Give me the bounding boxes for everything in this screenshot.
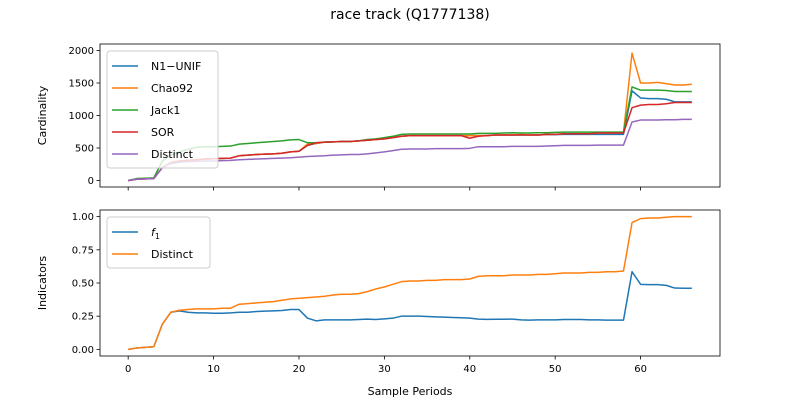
indicators-y-tick-label: 0.50 <box>72 279 94 290</box>
indicators-y-tick-label: 1.00 <box>72 212 94 223</box>
cardinality-series-line-3 <box>128 101 692 182</box>
indicators-x-tick-label: 10 <box>207 364 220 375</box>
indicators-legend <box>106 216 211 269</box>
indicators-series-line-1 <box>128 215 692 351</box>
cardinality-y-axis-label: Cardinality <box>36 85 49 145</box>
cardinality-y-tick-label: 0 <box>88 176 94 187</box>
indicators-y-tick-label: 0.00 <box>72 345 94 356</box>
indicators-legend-label-0: f1 <box>151 226 160 241</box>
cardinality-series-line-2 <box>128 86 692 182</box>
cardinality-y-tick-label: 500 <box>75 144 94 155</box>
indicators-x-axis-label: Sample Periods <box>368 385 453 398</box>
indicators-axes: 0 10 20 30 40 50 60 0.00 0.25 0.50 0.75 1.00 Indicat… <box>36 209 721 398</box>
cardinality-legend-label-0: N1−UNIF <box>151 60 201 73</box>
cardinality-legend-label-2: Jack1 <box>150 104 180 117</box>
cardinality-axes: 0 500 1000 1500 2000 Cardinality N1−UNIF Chao92… <box>36 43 721 191</box>
indicators-x-tick-label: 50 <box>549 364 562 375</box>
indicators-y-axis-label: Indicators <box>36 256 49 311</box>
cardinality-legend-label-1: Chao92 <box>151 82 193 95</box>
indicators-x-tick-label: 30 <box>378 364 391 375</box>
cardinality-y-tick-label: 2000 <box>69 46 94 57</box>
indicators-y-tick-label: 0.75 <box>72 245 94 256</box>
indicators-x-tick-label: 60 <box>634 364 647 375</box>
cardinality-legend-label-3: SOR <box>151 126 175 139</box>
indicators-x-tick-label: 0 <box>125 364 131 375</box>
indicators-legend-label-1: Distinct <box>151 248 194 261</box>
indicators-x-tick-label: 20 <box>293 364 306 375</box>
cardinality-y-tick-label: 1000 <box>69 111 94 122</box>
cardinality-legend <box>106 50 219 169</box>
indicators-series-line-0 <box>128 270 692 351</box>
cardinality-legend-label-4: Distinct <box>151 148 194 161</box>
figure-title: race track (Q1777138) <box>330 7 489 23</box>
cardinality-series-line-4 <box>128 118 692 182</box>
indicators-y-tick-label: 0.25 <box>72 312 94 323</box>
indicators-x-tick-label: 40 <box>463 364 476 375</box>
cardinality-y-tick-label: 1500 <box>69 79 94 90</box>
